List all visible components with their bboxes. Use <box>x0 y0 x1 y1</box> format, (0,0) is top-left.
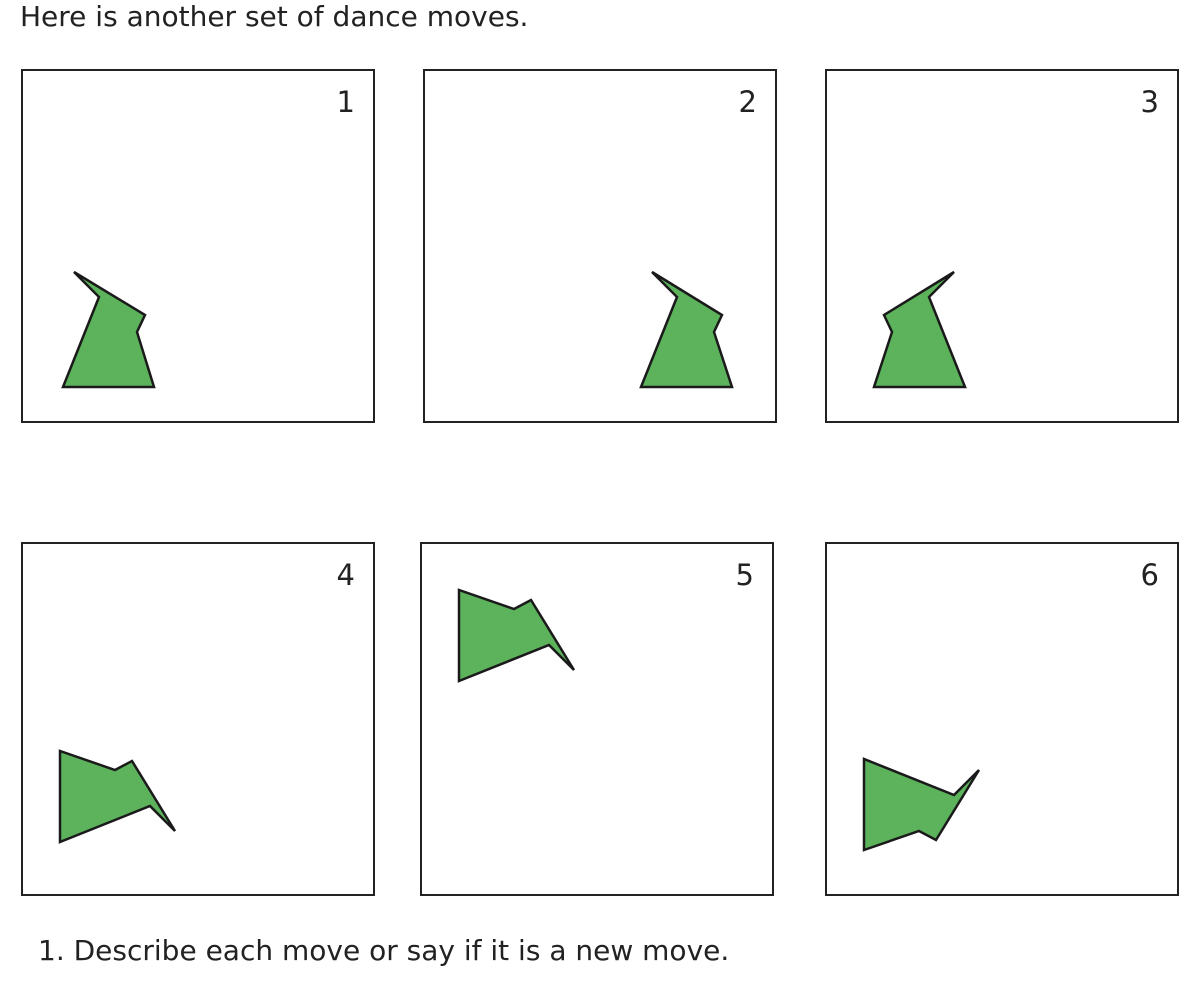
question-text: 1. Describe each move or say if it is a … <box>38 934 730 967</box>
dancer-shape <box>872 270 967 389</box>
panel-number: 3 <box>1140 85 1159 119</box>
dance-panel-5: 5 <box>420 542 774 896</box>
dancer-shape <box>639 270 734 389</box>
panel-number: 2 <box>738 85 757 119</box>
dance-panel-1: 1 <box>21 69 375 423</box>
dancer-shape <box>457 588 576 683</box>
dancer-shape <box>862 757 981 852</box>
dance-frame-3 <box>872 270 967 389</box>
dancer-shape <box>58 749 177 844</box>
dance-panel-4: 4 <box>21 542 375 896</box>
dance-frame-6 <box>862 757 981 852</box>
dance-frame-5 <box>457 588 576 683</box>
dance-panel-6: 6 <box>825 542 1179 896</box>
panel-number: 5 <box>735 558 754 592</box>
panel-number: 6 <box>1140 558 1159 592</box>
dance-panel-3: 3 <box>825 69 1179 423</box>
dance-frame-1 <box>61 270 156 389</box>
panel-number: 1 <box>336 85 355 119</box>
dance-panel-2: 2 <box>423 69 777 423</box>
dance-frame-4 <box>58 749 177 844</box>
panel-number: 4 <box>336 558 355 592</box>
dance-frame-2 <box>639 270 734 389</box>
intro-text: Here is another set of dance moves. <box>20 0 529 33</box>
dancer-shape <box>61 270 156 389</box>
